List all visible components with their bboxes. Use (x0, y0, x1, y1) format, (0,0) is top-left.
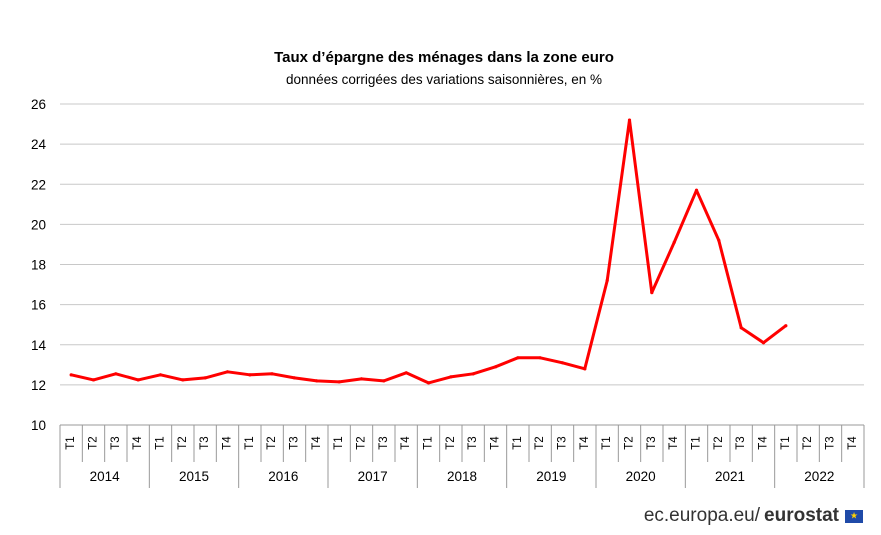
data-point (404, 371, 408, 375)
source-prefix: ec.europa.eu/ (643, 505, 761, 526)
x-year-label: 2016 (268, 469, 298, 484)
x-quarter-label: T3 (199, 436, 211, 449)
x-quarter-label: T2 (534, 436, 546, 449)
chart-title: Taux d’épargne des ménages dans la zone … (274, 49, 614, 66)
x-quarter-label: T1 (512, 436, 524, 449)
y-tick-label: 16 (31, 298, 46, 313)
x-year-label: 2018 (447, 469, 477, 484)
x-year-label: 2020 (626, 469, 656, 484)
x-quarter-label: T2 (177, 436, 189, 449)
x-axis: T1 T2 T3 T4 2014 T1 T2 T3 T4 2015 T1 T2 T3 T4 2016 T1 T2… (59, 424, 865, 488)
data-point (538, 356, 542, 360)
chart-subtitle: données corrigées des variations saisonn… (286, 72, 602, 87)
x-quarter-label: T4 (400, 436, 412, 450)
data-point (203, 376, 207, 380)
y-axis-ticks: 10 12 14 16 18 20 22 24 26 (31, 97, 47, 433)
x-quarter-label: T2 (802, 436, 814, 449)
x-quarter-label: T4 (847, 436, 859, 450)
data-point (426, 381, 431, 385)
x-quarter-label: T3 (289, 436, 301, 449)
data-point (382, 379, 386, 383)
data-point (158, 373, 163, 377)
x-quarter-label: T2 (445, 436, 457, 449)
y-tick-label: 20 (31, 217, 46, 232)
gridlines (60, 103, 864, 386)
x-quarter-label: T4 (311, 436, 323, 450)
data-point (605, 278, 609, 283)
x-year-label: 2022 (804, 469, 834, 484)
data-point (270, 372, 274, 376)
x-year-label: 2014 (90, 469, 121, 484)
x-quarter-label: T3 (646, 436, 658, 449)
y-tick-label: 10 (31, 418, 46, 433)
x-quarter-label: T1 (244, 436, 256, 449)
x-year-label: 2017 (358, 469, 388, 484)
data-point (627, 118, 632, 122)
data-point (493, 365, 498, 369)
data-point (292, 376, 297, 380)
x-quarter-label: T1 (601, 436, 613, 449)
x-quarter-label: T4 (222, 436, 234, 450)
x-quarter-label: T4 (668, 436, 680, 450)
data-point (761, 341, 766, 345)
x-quarter-label: T1 (691, 436, 703, 449)
source-brand: eurostat (764, 505, 839, 526)
data-point (516, 356, 520, 360)
x-quarter-label: T3 (110, 436, 122, 449)
x-quarter-label: T4 (579, 436, 591, 450)
data-point (583, 367, 587, 371)
x-quarter-label: T1 (155, 436, 167, 449)
x-quarter-label: T2 (356, 436, 368, 449)
x-quarter-label: T4 (132, 436, 144, 450)
source-credit: ec.europa.eu/eurostat ★ (644, 505, 863, 527)
data-point (91, 378, 96, 382)
data-point (136, 378, 140, 382)
data-point (114, 372, 118, 376)
data-point (560, 361, 565, 365)
data-point (784, 324, 788, 328)
y-tick-label: 12 (31, 378, 46, 393)
x-year-label: 2021 (715, 469, 745, 484)
data-point (337, 380, 341, 384)
x-quarter-label: T2 (713, 436, 725, 449)
x-quarter-label: T4 (490, 436, 502, 450)
data-point (248, 373, 252, 377)
x-quarter-label: T3 (467, 436, 479, 449)
y-tick-label: 14 (31, 338, 47, 353)
data-point (717, 238, 721, 243)
x-quarter-label: T3 (378, 436, 390, 449)
data-point (694, 188, 699, 192)
data-point (225, 370, 230, 374)
y-tick-label: 24 (31, 137, 47, 152)
x-quarter-label: T4 (758, 436, 770, 450)
x-year-label: 2015 (179, 469, 209, 484)
data-point (315, 379, 319, 383)
data-point (650, 290, 654, 295)
x-quarter-label: T1 (780, 436, 792, 449)
data-point (359, 377, 364, 381)
y-tick-label: 26 (31, 97, 46, 112)
y-tick-label: 22 (31, 177, 46, 192)
eu-flag-icon: ★ (845, 509, 863, 523)
data-point (69, 373, 73, 377)
x-quarter-label: T1 (423, 436, 435, 449)
x-quarter-label: T3 (557, 436, 569, 449)
y-tick-label: 18 (31, 258, 46, 273)
x-quarter-label: T1 (65, 436, 77, 449)
line-chart: Taux d’épargne des ménages dans la zone … (31, 49, 865, 488)
x-quarter-label: T2 (266, 436, 278, 449)
data-point (739, 326, 743, 330)
series-line (70, 118, 787, 385)
data-point (181, 378, 185, 382)
x-quarter-label: T2 (88, 436, 100, 449)
data-points (69, 118, 788, 385)
x-quarter-label: T3 (825, 436, 837, 449)
data-point (672, 240, 676, 245)
x-quarter-label: T1 (333, 436, 345, 449)
x-quarter-label: T2 (624, 436, 636, 449)
x-year-label: 2019 (536, 469, 566, 484)
data-point (471, 372, 475, 376)
data-point (449, 375, 453, 379)
x-quarter-label: T3 (735, 436, 747, 449)
